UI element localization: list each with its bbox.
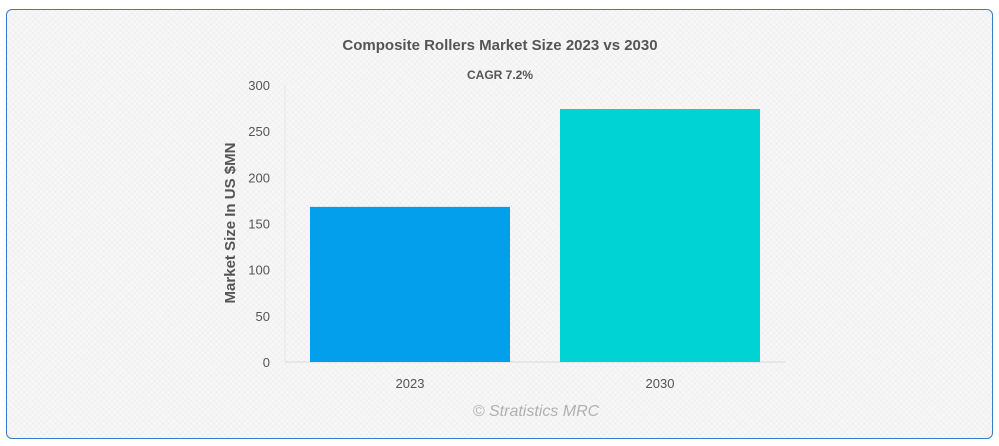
bar-2030 [560, 109, 760, 362]
x-tick-label: 2030 [646, 376, 675, 391]
y-tick-label: 150 [248, 217, 270, 232]
y-axis-ticks: 0 50 100 150 200 250 300 [248, 78, 270, 370]
y-tick-label: 200 [248, 170, 270, 185]
x-axis-ticks: 2023 2030 [396, 376, 675, 391]
credit-text: © Stratistics MRC [473, 403, 600, 420]
y-tick-label: 0 [263, 355, 270, 370]
y-tick-label: 100 [248, 263, 270, 278]
x-tick-label: 2023 [396, 376, 425, 391]
bar-2023 [310, 206, 510, 362]
y-tick-label: 250 [248, 124, 270, 139]
y-axis-label: Market Size In US $MN [222, 143, 239, 304]
y-tick-label: 300 [248, 78, 270, 93]
y-tick-label: 50 [256, 309, 270, 324]
bar-series [310, 109, 760, 362]
chart-title: Composite Rollers Market Size 2023 vs 20… [342, 37, 657, 54]
chart-subtitle: CAGR 7.2% [467, 68, 533, 82]
